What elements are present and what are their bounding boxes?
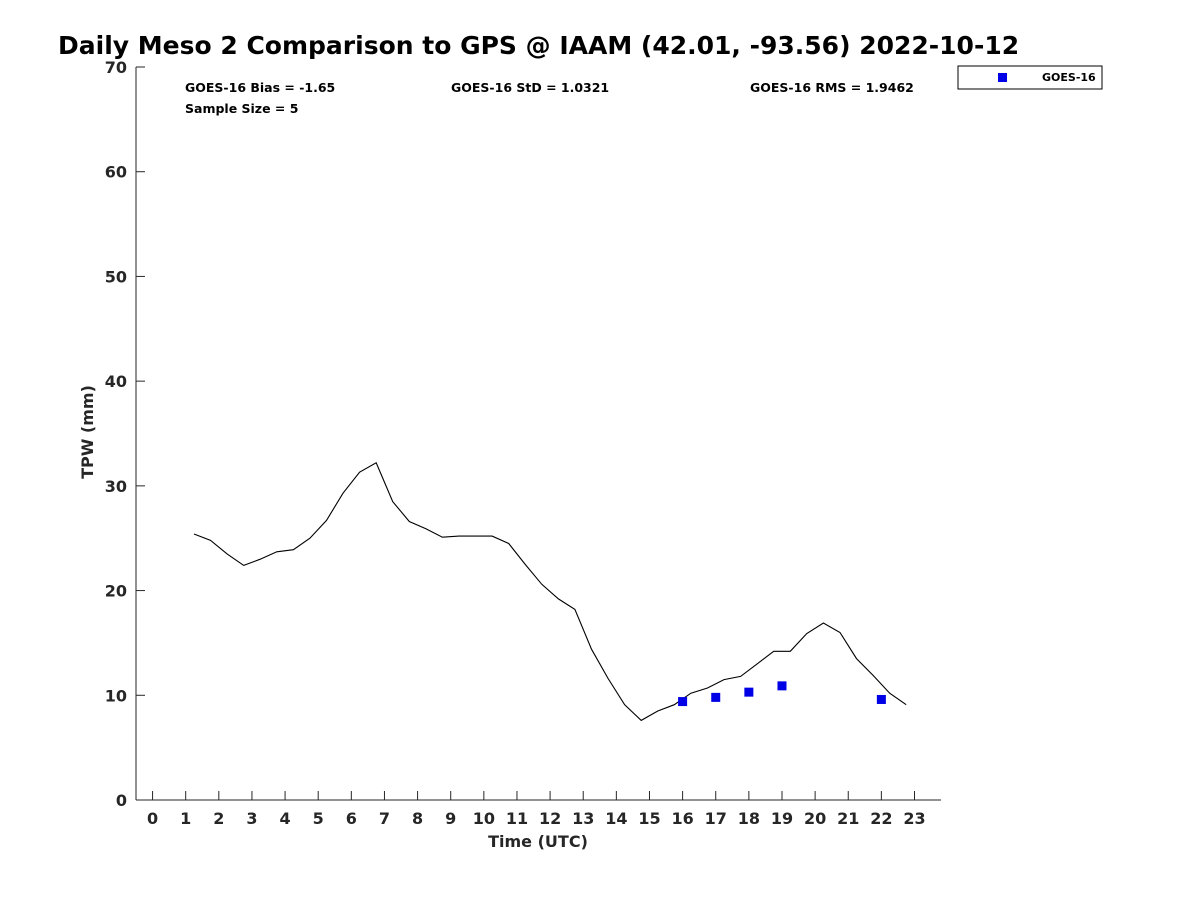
x-tick-label: 3 bbox=[246, 809, 257, 828]
goes16-point bbox=[678, 697, 688, 707]
legend-box bbox=[957, 65, 1103, 90]
bias-stat: GOES-16 Bias = -1.65 bbox=[185, 80, 335, 95]
y-tick-label: 0 bbox=[116, 791, 127, 810]
x-tick-label: 17 bbox=[705, 809, 727, 828]
goes16-point bbox=[744, 687, 754, 697]
axes bbox=[135, 66, 941, 801]
x-tick-label: 0 bbox=[147, 809, 158, 828]
gps-tpw-line bbox=[193, 462, 907, 722]
rms-stat: GOES-16 RMS = 1.9462 bbox=[750, 80, 914, 95]
series-layer bbox=[193, 462, 907, 722]
x-tick-label: 14 bbox=[605, 809, 627, 828]
x-tick-label: 6 bbox=[346, 809, 357, 828]
chart-title: Daily Meso 2 Comparison to GPS @ IAAM (4… bbox=[58, 31, 1019, 60]
x-tick-label: 1 bbox=[180, 809, 191, 828]
x-tick-label: 7 bbox=[379, 809, 390, 828]
x-tick-label: 19 bbox=[771, 809, 793, 828]
y-tick-label: 10 bbox=[105, 686, 127, 705]
goes16-point bbox=[876, 694, 886, 704]
x-tick-label: 4 bbox=[280, 809, 291, 828]
x-tick-label: 16 bbox=[671, 809, 693, 828]
std-stat: GOES-16 StD = 1.0321 bbox=[451, 80, 609, 95]
x-axis-label: Time (UTC) bbox=[488, 832, 588, 851]
y-tick-label: 30 bbox=[105, 477, 127, 496]
x-tick-label: 9 bbox=[445, 809, 456, 828]
x-tick-label: 23 bbox=[903, 809, 925, 828]
x-tick-label: 5 bbox=[313, 809, 324, 828]
x-tick-label: 12 bbox=[539, 809, 561, 828]
x-tick-label: 13 bbox=[572, 809, 594, 828]
goes16-point bbox=[711, 692, 721, 702]
y-tick-label: 60 bbox=[105, 163, 127, 182]
sample-size-stat: Sample Size = 5 bbox=[185, 101, 298, 116]
y-tick-label: 40 bbox=[105, 372, 127, 391]
x-tick-label: 2 bbox=[213, 809, 224, 828]
x-tick-label: 8 bbox=[412, 809, 423, 828]
tick-labels: 0 1 2 3 4 5 6 7 8 9 10 11 12 13 14 15 16 17 18 19 20 21 22 2301… bbox=[105, 58, 926, 828]
x-tick-label: 20 bbox=[804, 809, 826, 828]
x-tick-label: 18 bbox=[738, 809, 760, 828]
x-tick-label: 22 bbox=[870, 809, 892, 828]
y-tick-label: 70 bbox=[105, 58, 127, 77]
goes16-point bbox=[777, 681, 787, 691]
y-axis-label: TPW (mm) bbox=[78, 385, 97, 479]
x-tick-label: 21 bbox=[837, 809, 859, 828]
x-tick-label: 15 bbox=[638, 809, 660, 828]
y-tick-label: 20 bbox=[105, 582, 127, 601]
legend-label-goes16: GOES-16 bbox=[1042, 71, 1096, 84]
legend-marker bbox=[998, 73, 1007, 82]
legend: GOES-16 bbox=[957, 65, 1103, 90]
y-tick-label: 50 bbox=[105, 267, 127, 286]
x-tick-label: 10 bbox=[473, 809, 495, 828]
x-tick-label: 11 bbox=[506, 809, 528, 828]
